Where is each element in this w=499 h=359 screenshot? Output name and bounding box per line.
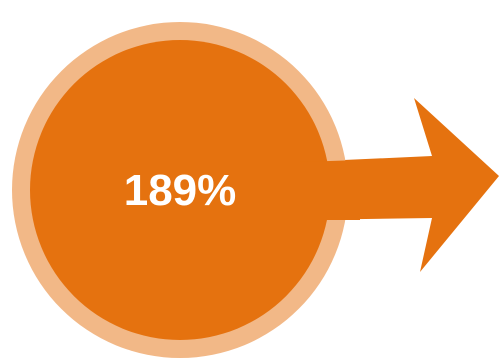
main-circle [30, 40, 330, 340]
percentage-value: 189% [124, 166, 237, 215]
arrow-shaft [300, 160, 360, 220]
arrow-right-icon [300, 98, 499, 272]
